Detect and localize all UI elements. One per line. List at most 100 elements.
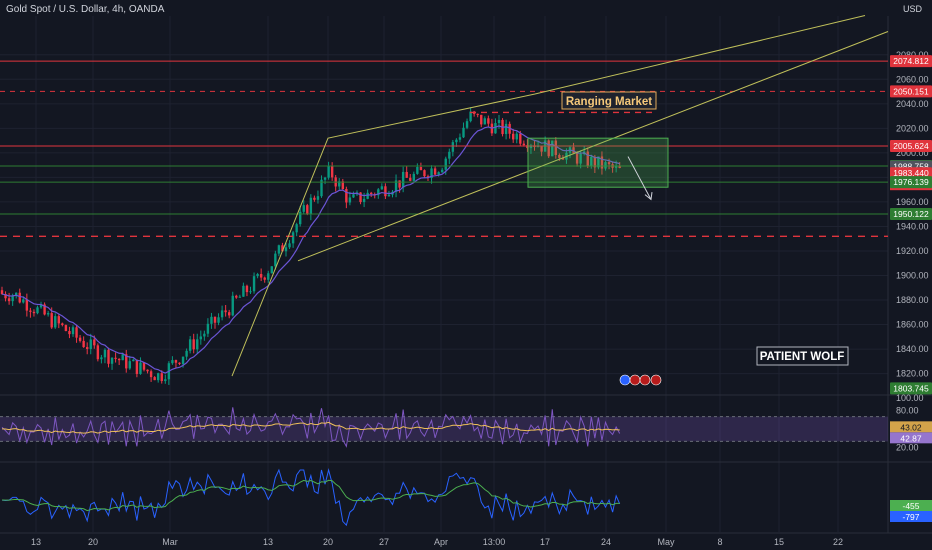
candle-body bbox=[7, 298, 11, 302]
candle-body bbox=[448, 151, 451, 159]
economic-event-icon bbox=[629, 374, 641, 386]
candle-body bbox=[11, 295, 14, 302]
rsi-value-label: 43.02 bbox=[900, 422, 922, 432]
y-tick-label: 1900.00 bbox=[896, 271, 929, 281]
candle-body bbox=[377, 189, 380, 196]
economic-event-icon bbox=[650, 374, 662, 386]
candle-body bbox=[39, 304, 43, 308]
candle-body bbox=[263, 277, 266, 280]
candle-body bbox=[164, 379, 167, 382]
candle-body bbox=[149, 371, 153, 378]
price-level-label: 2050.151 bbox=[893, 86, 929, 96]
price-level-label: 1803.745 bbox=[893, 383, 929, 393]
candle-body bbox=[107, 349, 110, 364]
candle-body bbox=[132, 359, 135, 362]
candle-body bbox=[593, 156, 597, 168]
candle-body bbox=[238, 296, 242, 298]
candle-body bbox=[228, 312, 231, 316]
candle-body bbox=[25, 299, 29, 311]
candle-body bbox=[540, 145, 543, 152]
candle-body bbox=[551, 140, 554, 157]
candle-body bbox=[522, 143, 526, 146]
ranging-market-label-box bbox=[561, 91, 657, 110]
candle-body bbox=[22, 299, 25, 303]
candle-body bbox=[348, 197, 352, 203]
candle-body bbox=[121, 354, 124, 361]
rsi-ma-line bbox=[1, 421, 620, 434]
candle-body bbox=[206, 323, 210, 334]
candle-body bbox=[345, 189, 348, 203]
candle-body bbox=[220, 310, 224, 318]
candle-body bbox=[114, 357, 117, 359]
candle-body bbox=[252, 276, 256, 292]
candle-body bbox=[590, 156, 593, 167]
candle-body bbox=[210, 316, 213, 324]
candle-body bbox=[547, 140, 550, 157]
candle-body bbox=[586, 151, 589, 167]
oscillator-slow-line bbox=[1, 479, 620, 512]
price-level-label: 2005.624 bbox=[893, 141, 929, 151]
watermark-box bbox=[756, 346, 849, 366]
candle-body bbox=[61, 323, 64, 326]
candle-body bbox=[419, 167, 423, 171]
candle-body bbox=[423, 170, 426, 177]
candle-body bbox=[259, 273, 263, 278]
candle-body bbox=[306, 205, 309, 215]
price-level-label: 2074.812 bbox=[893, 56, 929, 66]
candle-body bbox=[224, 310, 227, 313]
candle-body bbox=[171, 360, 174, 364]
candle-body bbox=[458, 137, 462, 140]
candle-body bbox=[82, 340, 85, 348]
candle-body bbox=[32, 311, 36, 314]
candle-body bbox=[270, 266, 273, 274]
candle-body bbox=[128, 361, 131, 369]
candle-body bbox=[437, 172, 440, 175]
rsi-ma-value-tag bbox=[890, 432, 932, 444]
candle-body bbox=[618, 165, 621, 168]
candle-body bbox=[274, 253, 277, 267]
y-tick-label: 2000.00 bbox=[896, 148, 929, 158]
rsi-line bbox=[1, 407, 621, 448]
x-tick-label: Mar bbox=[162, 537, 178, 547]
candle-body bbox=[575, 153, 579, 164]
x-tick-label: 20 bbox=[323, 537, 333, 547]
candle-body bbox=[245, 285, 249, 293]
candle-body bbox=[75, 327, 78, 338]
x-tick-label: 24 bbox=[601, 537, 611, 547]
candle-body bbox=[579, 153, 582, 164]
x-tick-label: 13:00 bbox=[483, 537, 506, 547]
candle-body bbox=[526, 145, 529, 149]
candle-body bbox=[188, 339, 192, 351]
candle-body bbox=[476, 113, 479, 115]
candle-body bbox=[320, 179, 323, 197]
candle-body bbox=[157, 373, 160, 381]
candle-body bbox=[256, 273, 259, 277]
candle-body bbox=[327, 165, 330, 178]
candle-body bbox=[380, 186, 384, 190]
candle-body bbox=[494, 123, 497, 134]
candle-body bbox=[174, 360, 178, 363]
y-tick-label: 1920.00 bbox=[896, 246, 929, 256]
rsi-tick-label: 100.00 bbox=[896, 393, 924, 403]
price-level-tag bbox=[890, 55, 932, 68]
candle-body bbox=[444, 158, 447, 170]
candle-body bbox=[160, 373, 163, 382]
candle-body bbox=[68, 331, 71, 335]
candle-body bbox=[512, 133, 515, 140]
candle-body bbox=[299, 211, 302, 225]
candle-body bbox=[284, 247, 288, 252]
price-level-tag bbox=[890, 176, 932, 189]
y-tick-label: 1880.00 bbox=[896, 295, 929, 305]
candle-body bbox=[153, 377, 156, 381]
y-tick-label: 1860.00 bbox=[896, 320, 929, 330]
candle-body bbox=[89, 339, 92, 349]
candle-body bbox=[508, 123, 511, 134]
candle-body bbox=[316, 196, 320, 200]
candle-body bbox=[597, 156, 600, 168]
y-tick-label: 2080.00 bbox=[896, 50, 929, 60]
price-level-tag bbox=[890, 85, 932, 98]
candle-body bbox=[416, 167, 419, 174]
candle-body bbox=[146, 369, 149, 372]
rsi-ma-value-label: 42.87 bbox=[900, 433, 922, 443]
